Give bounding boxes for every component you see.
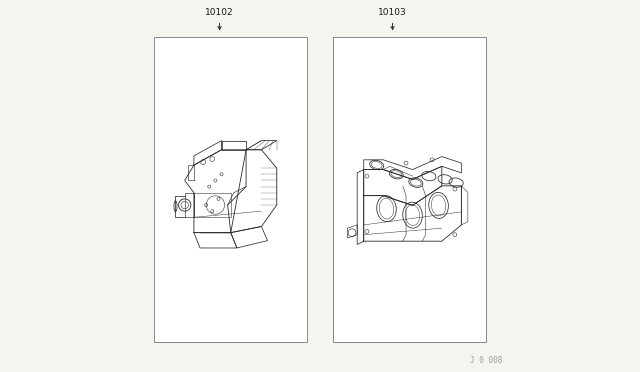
Bar — [333, 37, 486, 342]
Text: 10102: 10102 — [205, 8, 234, 17]
Text: J 0 008: J 0 008 — [470, 356, 502, 365]
Bar — [154, 37, 307, 342]
Text: 10103: 10103 — [378, 8, 407, 17]
